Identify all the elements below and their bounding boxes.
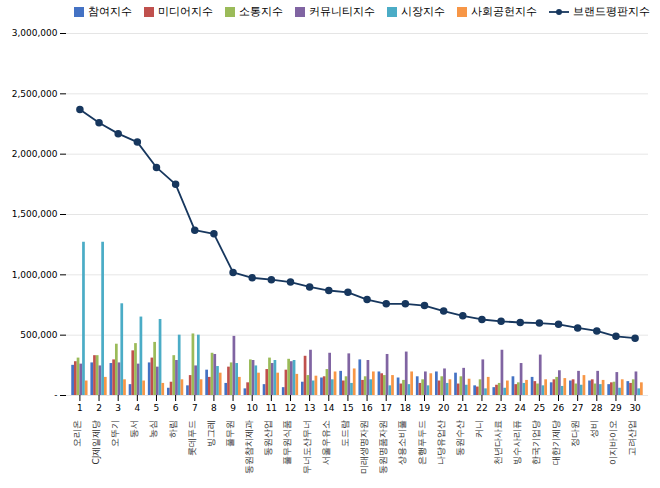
svg-text:1,500,000: 1,500,000 (12, 209, 58, 219)
svg-text:성비: 성비 (589, 420, 599, 438)
svg-text:은행푸두드: 은행푸두드 (417, 420, 427, 465)
svg-text:동원명품자원: 동원명품자원 (378, 420, 388, 474)
svg-text:커니: 커니 (474, 420, 484, 438)
svg-text:500,000: 500,000 (20, 330, 57, 340)
svg-text:9: 9 (230, 403, 236, 413)
svg-text:14: 14 (323, 403, 335, 413)
html-text:시장지수: 시장지수 (401, 5, 445, 18)
svg-text:동원수산: 동원수산 (455, 420, 465, 456)
html-text:커뮤니티지수: 커뮤니티지수 (309, 5, 375, 18)
svg-text:상용소비풀: 상용소비풀 (397, 420, 407, 465)
svg-text:21: 21 (457, 403, 468, 413)
svg-text:한국기업당: 한국기업당 (531, 420, 541, 465)
svg-text:오뚜기: 오뚜기 (110, 420, 120, 447)
svg-text:29: 29 (610, 403, 622, 413)
svg-text:오리온: 오리온 (72, 420, 82, 447)
svg-text:도드람: 도드람 (340, 420, 350, 447)
html-text:브랜드평판지수: 브랜드평판지수 (573, 5, 650, 18)
svg-text:10: 10 (246, 403, 258, 413)
svg-text:24: 24 (515, 403, 527, 413)
svg-text:서울우유소: 서울우유소 (321, 420, 331, 465)
svg-text:20: 20 (438, 403, 450, 413)
svg-text:동원참치제과: 동원참치제과 (244, 420, 254, 474)
svg-text:1: 1 (77, 403, 83, 413)
html-text:참여지수: 참여지수 (88, 5, 132, 18)
svg-text:빙그레: 빙그레 (206, 420, 216, 447)
svg-text:천년다사료: 천년다사료 (493, 420, 503, 465)
svg-text:25: 25 (534, 403, 545, 413)
svg-text:7: 7 (192, 403, 198, 413)
svg-text:12: 12 (285, 403, 296, 413)
svg-text:농심: 농심 (148, 420, 158, 438)
svg-text:8: 8 (211, 403, 217, 413)
svg-text:30: 30 (629, 403, 641, 413)
svg-text:대한기제당: 대한기제당 (551, 420, 561, 465)
svg-text:28: 28 (591, 403, 603, 413)
svg-text:5: 5 (154, 403, 160, 413)
svg-text:정다원: 정다원 (570, 420, 580, 447)
svg-text:빙수사리퓨: 빙수사리퓨 (512, 420, 522, 465)
svg-text:26: 26 (553, 403, 565, 413)
svg-text:16: 16 (361, 403, 373, 413)
svg-text:4: 4 (134, 403, 140, 413)
svg-text:2: 2 (96, 403, 102, 413)
svg-text:2,000,000: 2,000,000 (12, 149, 58, 159)
svg-text:17: 17 (380, 403, 391, 413)
svg-text:3,000,000: 3,000,000 (12, 28, 58, 38)
svg-text:23: 23 (495, 403, 506, 413)
svg-text:15: 15 (342, 403, 353, 413)
html-text:소통지수: 소통지수 (239, 5, 283, 18)
svg-text:풀무원: 풀무원 (225, 420, 235, 447)
svg-text:고려산업: 고려산업 (627, 420, 637, 456)
svg-text:미래생명자원: 미래생명자원 (359, 420, 369, 474)
svg-text:1,000,000: 1,000,000 (12, 270, 58, 280)
svg-text:3: 3 (115, 403, 121, 413)
svg-text:27: 27 (572, 403, 583, 413)
svg-text:6: 6 (173, 403, 179, 413)
svg-text:나당유업산: 나당유업산 (436, 420, 446, 465)
svg-text:11: 11 (266, 403, 277, 413)
svg-text:18: 18 (400, 403, 412, 413)
svg-text:롯데푸드: 롯데푸드 (187, 420, 197, 456)
html-text:미디어지수: 미디어지수 (158, 5, 213, 18)
svg-text:동서: 동서 (129, 420, 139, 438)
svg-text:풀무원식품: 풀무원식품 (282, 420, 292, 465)
svg-text:이지바이오: 이지바이오 (608, 420, 618, 465)
svg-text:-: - (54, 390, 57, 400)
svg-text:하림: 하림 (168, 420, 178, 438)
svg-text:19: 19 (419, 403, 431, 413)
svg-text:무너도산무너: 무너도산무너 (302, 420, 312, 474)
svg-text:동원산업: 동원산업 (263, 420, 273, 456)
svg-text:CJ제일제당: CJ제일제당 (91, 420, 101, 465)
html-text:사회공헌지수: 사회공헌지수 (471, 5, 537, 18)
svg-text:13: 13 (304, 403, 315, 413)
svg-text:2,500,000: 2,500,000 (12, 89, 58, 99)
svg-text:22: 22 (476, 403, 487, 413)
